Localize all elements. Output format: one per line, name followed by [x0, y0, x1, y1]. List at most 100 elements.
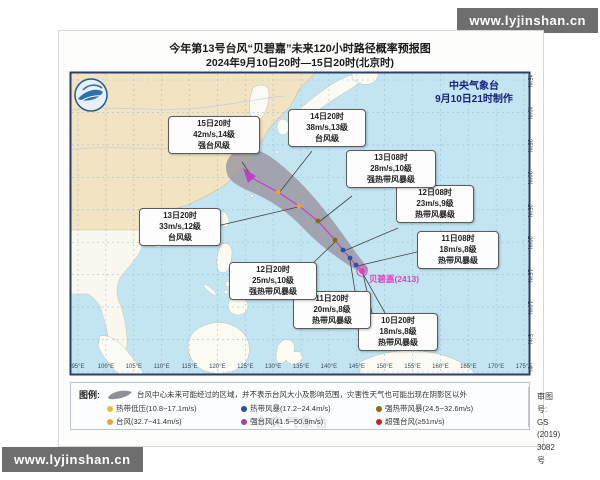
lon-tick-label: 145°E	[348, 364, 366, 370]
land-japan-hokkaido	[351, 73, 379, 85]
forecast-wind: 18m/s,8级	[439, 244, 477, 254]
lat-tick-label: 5°N	[526, 333, 532, 344]
land-borneo	[187, 322, 250, 374]
lon-tick-label: 100°E	[97, 364, 115, 370]
track-points	[243, 168, 368, 277]
watermark-top-right: www.lyjinshan.cn	[457, 8, 598, 33]
forecast-label-10d20h: 10日20时 18m/s,8级 热带风暴级	[358, 313, 438, 352]
forecast-wind: 28m/s,10级	[370, 163, 412, 173]
forecast-time: 11日20时	[315, 294, 349, 303]
forecast-time: 14日20时	[310, 112, 344, 121]
forecast-level: 强台风级	[198, 140, 230, 150]
lat-tick-label: 30°N	[526, 171, 532, 185]
lat-tick-label: 40°N	[526, 106, 532, 120]
faint-agency-watermark: 中央气象台	[255, 415, 331, 430]
lon-tick-label: 160°E	[432, 364, 449, 370]
approval-value: GS (2019) 3082号	[537, 417, 561, 465]
forecast-level: 强热带风暴级	[367, 174, 415, 184]
cone-note: 台风中心未来可能经过的区域，并不表示台风大小及影响范围，灾害性天气也可能出现在阴…	[137, 390, 467, 399]
issue-time: 9月10日21时制作	[435, 94, 513, 105]
approval-number: 审图号: GS (2019) 3082号	[537, 391, 560, 468]
legend-item-ts: 热带风暴(17.2~24.4m/s)	[241, 403, 331, 414]
lat-tick-label: 15°N	[526, 268, 532, 283]
map-border	[69, 71, 531, 376]
lon-tick-label: 165°E	[460, 364, 477, 370]
forecast-time: 12日08时	[418, 188, 452, 197]
track-arrow-head	[243, 168, 256, 183]
legend-item-td: 热带低压(10.8~17.1m/s)	[107, 403, 197, 414]
forecast-wind: 42m/s,14级	[193, 129, 235, 139]
forecast-level: 热带风暴级	[378, 337, 418, 347]
forecast-label-12d20h: 12日20时 25m/s,10级 强热带风暴级	[229, 262, 317, 301]
lon-tick-label: 130°E	[264, 364, 282, 370]
current-position-marker	[359, 268, 365, 274]
super-ty-dot	[376, 419, 382, 425]
legend-title: 图例:	[79, 390, 100, 400]
forecast-label-12d08h: 12日08时 23m/s,9级 热带风暴级	[396, 185, 474, 224]
lon-tick-label: 120°E	[209, 364, 226, 370]
legend: 图例: 台风中心未来可能经过的区域，并不表示台风大小及影响范围，灾害性天气也可能…	[70, 382, 560, 465]
forecast-wind: 23m/s,9级	[416, 198, 454, 208]
land-indochina	[71, 229, 147, 359]
agency-name: 中央气象台	[449, 81, 499, 92]
forecast-time: 15日20时	[197, 119, 231, 128]
lat-tick-label: 10°N	[526, 301, 532, 315]
forecast-level: 台风级	[168, 232, 192, 242]
lat-tick-label: 25°N	[526, 203, 532, 218]
forecast-label-14d20h: 14日20时 38m/s,13级 台风级	[288, 109, 366, 148]
lat-tick-label: 45°N	[526, 74, 532, 88]
sty-dot	[241, 419, 247, 425]
ts-dot	[241, 406, 247, 412]
legend-item-label: 台风(32.7~41.4m/s)	[116, 417, 182, 426]
forecast-level: 热带风暴级	[438, 255, 478, 265]
forecast-time: 13日08时	[374, 153, 408, 162]
current-position-ring	[356, 265, 368, 277]
track-point	[332, 237, 338, 243]
legend-item-super: 超强台风(≥51m/s)	[376, 416, 445, 427]
lon-tick-label: 110°E	[153, 364, 170, 370]
lon-tick-label: 95°E	[71, 364, 85, 370]
lon-tick-label: 155°E	[404, 364, 421, 370]
forecast-wind: 20m/s,8级	[313, 304, 351, 314]
lon-tick-label: 150°E	[376, 364, 393, 370]
approval-label: 审图号:	[537, 392, 553, 414]
ty-dot	[107, 419, 113, 425]
cma-logo	[74, 78, 108, 112]
forecast-time: 11日08时	[441, 234, 475, 243]
forecast-level: 热带风暴级	[415, 209, 455, 219]
lon-tick-label: 170°E	[487, 364, 505, 370]
forecast-wind: 38m/s,13级	[306, 122, 348, 132]
track-point	[315, 218, 321, 224]
forecast-wind: 33m/s,12级	[159, 221, 201, 231]
forecast-time: 10日20时	[381, 316, 415, 325]
legend-item-sty: 强台风(41.5~50.9m/s)	[241, 416, 323, 427]
lon-tick-label: 140°E	[320, 364, 338, 370]
page-title: 今年第13号台风“贝碧嘉”未来120小时路径概率预报图	[169, 43, 431, 55]
forecast-label-13d08h: 13日08时 28m/s,10级 强热带风暴级	[346, 150, 436, 189]
forecast-label-13d20h: 13日20时 33m/s,12级 台风级	[139, 208, 221, 247]
cone-legend-icon	[108, 390, 132, 400]
forecast-label-11d08h: 11日08时 18m/s,8级 热带风暴级	[417, 231, 499, 270]
storm-name-label: 贝碧嘉(2413)	[369, 274, 420, 284]
track-point	[353, 262, 359, 268]
legend-item-label: 强热带风暴(24.5~32.6m/s)	[385, 404, 474, 413]
lon-tick-label: 105°E	[125, 364, 143, 370]
land-korea	[249, 84, 270, 121]
lon-tick-label: 115°E	[181, 364, 198, 370]
legend-item-label: 热带风暴(17.2~24.4m/s)	[250, 404, 331, 413]
land-palawan	[203, 284, 217, 296]
legend-item-label: 超强台风(≥51m/s)	[385, 417, 445, 426]
forecast-cone	[225, 148, 368, 275]
watermark-bottom-left: www.lyjinshan.cn	[2, 447, 143, 472]
lon-tick-label: 135°E	[292, 364, 310, 370]
forecast-time: 13日20时	[163, 211, 197, 220]
td-dot	[107, 406, 113, 412]
agency-stamp: 中央气象台 9月10日21时制作	[418, 80, 530, 106]
lat-tick-label: 20°N	[526, 236, 532, 250]
legend-item-label: 强台风(41.5~50.9m/s)	[250, 417, 324, 426]
land-sumatra	[97, 335, 144, 374]
lon-tick-label: 175°E	[515, 364, 533, 370]
legend-item-label: 热带低压(10.8~17.1m/s)	[116, 404, 197, 413]
lat-tick-label: 35°N	[526, 138, 532, 153]
track-point	[275, 189, 281, 195]
